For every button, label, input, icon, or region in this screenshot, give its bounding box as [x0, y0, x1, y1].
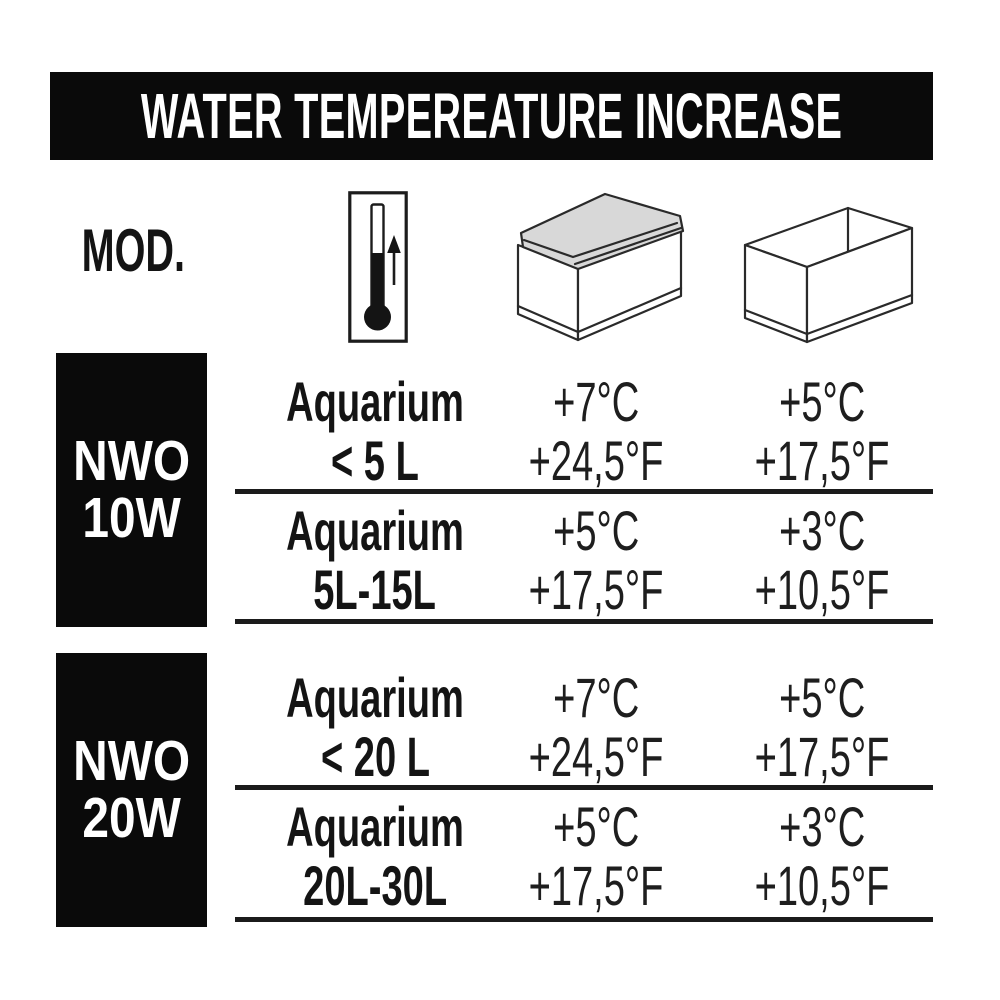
thermometer-bulb [364, 303, 391, 331]
model-column-header: MOD. [55, 221, 205, 281]
fahrenheit-value: +17,5°F [528, 854, 664, 917]
tank-bottom-trim [516, 286, 683, 334]
aquarium-size-cell: Aquarium < 5 L [244, 372, 505, 490]
covered-tank-value-cell: +7°C +24,5°F [497, 668, 695, 786]
tank-bottom-trim [743, 293, 914, 336]
row-divider [235, 917, 933, 922]
thermometer-rising-icon [348, 191, 408, 343]
covered-tank-value-cell: +7°C +24,5°F [497, 372, 695, 490]
lid-top-edge [522, 221, 679, 259]
open-tank-value-cell: +3°C +10,5°F [723, 797, 921, 915]
table-row: Aquarium 20L-30L +5°C +17,5°F +3°C +10,5… [0, 797, 1000, 917]
row-divider [235, 489, 933, 494]
covered-aquarium-icon [516, 192, 685, 342]
aquarium-volume: < 5 L [331, 429, 419, 492]
celsius-value: +5°C [778, 370, 866, 433]
covered-tank-value-cell: +5°C +17,5°F [497, 797, 695, 915]
title-banner: WATER TEMPEREATURE INCREASE [50, 72, 933, 160]
celsius-value: +3°C [778, 795, 866, 858]
celsius-value: +7°C [552, 370, 640, 433]
table-row: Aquarium < 20 L +7°C +24,5°F +5°C +17,5°… [0, 668, 1000, 788]
fahrenheit-value: +10,5°F [754, 558, 890, 621]
open-aquarium-icon [743, 206, 914, 344]
thermometer-mercury [371, 253, 384, 311]
celsius-value: +7°C [552, 666, 640, 729]
celsius-value: +5°C [552, 795, 640, 858]
lid-lip-edge [573, 226, 683, 266]
fahrenheit-value: +17,5°F [528, 558, 664, 621]
model-column-label: MOD. [81, 217, 186, 284]
open-tank-value-cell: +5°C +17,5°F [723, 668, 921, 786]
aquarium-volume: 20L-30L [303, 854, 447, 917]
model-box-nwo-10w: NWO 10W [56, 353, 207, 627]
aquarium-size-cell: Aquarium < 20 L [244, 668, 505, 786]
aquarium-label: Aquarium [286, 666, 464, 729]
fahrenheit-value: +17,5°F [754, 725, 890, 788]
model-name-line1: NWO [72, 429, 191, 493]
aquarium-volume: 5L-15L [313, 558, 437, 621]
open-tank-value-cell: +5°C +17,5°F [723, 372, 921, 490]
arrow-up-head [387, 235, 401, 253]
table-row: Aquarium < 5 L +7°C +24,5°F +5°C +17,5°F [0, 372, 1000, 492]
aquarium-volume: < 20 L [320, 725, 430, 788]
celsius-value: +3°C [778, 499, 866, 562]
tank-right-face [805, 226, 914, 344]
table-row: Aquarium 5L-15L +5°C +17,5°F +3°C +10,5°… [0, 501, 1000, 621]
aquarium-size-cell: Aquarium 5L-15L [244, 501, 505, 619]
aquarium-label: Aquarium [286, 499, 464, 562]
row-divider [235, 619, 933, 624]
aquarium-label: Aquarium [286, 795, 464, 858]
celsius-value: +5°C [552, 499, 640, 562]
fahrenheit-value: +17,5°F [754, 429, 890, 492]
model-box-nwo-20w: NWO 20W [56, 653, 207, 927]
covered-tank-value-cell: +5°C +17,5°F [497, 501, 695, 619]
fahrenheit-value: +10,5°F [754, 854, 890, 917]
row-divider [235, 785, 933, 790]
model-name-line1: NWO [72, 729, 191, 793]
page-title: WATER TEMPEREATURE INCREASE [140, 80, 843, 152]
fahrenheit-value: +24,5°F [528, 725, 664, 788]
fahrenheit-value: +24,5°F [528, 429, 664, 492]
open-tank-value-cell: +3°C +10,5°F [723, 501, 921, 619]
celsius-value: +5°C [778, 666, 866, 729]
model-name-line2: 10W [82, 486, 181, 550]
model-name-line2: 20W [82, 786, 181, 850]
aquarium-label: Aquarium [286, 370, 464, 433]
aquarium-size-cell: Aquarium 20L-30L [244, 797, 505, 915]
aquarium-lid [519, 192, 685, 271]
